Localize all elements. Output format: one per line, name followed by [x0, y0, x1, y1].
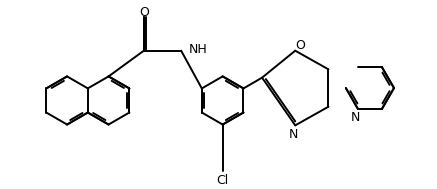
Text: N: N [351, 112, 361, 125]
Text: O: O [295, 39, 305, 52]
Text: NH: NH [189, 43, 208, 56]
Text: N: N [288, 128, 298, 141]
Text: O: O [139, 6, 149, 19]
Text: Cl: Cl [216, 174, 229, 187]
